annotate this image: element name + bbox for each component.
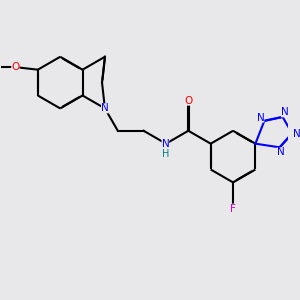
Text: N: N bbox=[277, 147, 284, 158]
Text: N: N bbox=[161, 139, 169, 149]
Text: N: N bbox=[101, 103, 109, 113]
Text: F: F bbox=[230, 204, 236, 214]
Text: N: N bbox=[256, 112, 264, 122]
Text: O: O bbox=[11, 62, 20, 72]
Text: N: N bbox=[281, 107, 289, 117]
Text: O: O bbox=[184, 96, 193, 106]
Text: N: N bbox=[293, 129, 300, 139]
Text: H: H bbox=[162, 149, 169, 159]
